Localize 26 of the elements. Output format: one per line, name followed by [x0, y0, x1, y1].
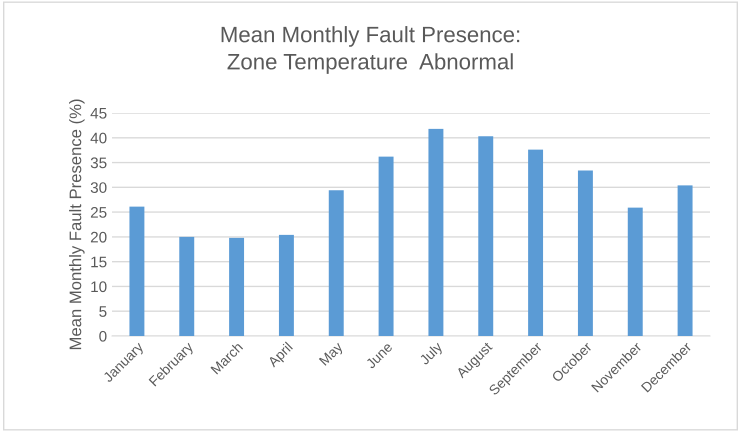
bar [328, 190, 344, 336]
bar [129, 206, 144, 336]
y-tick-label: 10 [91, 281, 107, 292]
chart-title: Mean Monthly Fault Presence: Zone Temperature Abnormal [222, 26, 520, 74]
y-tick-label: 5 [99, 306, 106, 317]
y-axis-title: Mean Monthly Fault Presence (%) [69, 100, 85, 350]
bar [428, 128, 444, 336]
x-tick-label: July [418, 340, 446, 368]
x-tick-label: May [318, 341, 346, 368]
bar [478, 136, 494, 336]
y-tick-label: 30 [90, 182, 107, 194]
y-tick-label: 40 [90, 132, 107, 144]
bar [628, 208, 643, 336]
y-tick-label: 45 [90, 108, 106, 119]
bar [278, 234, 294, 336]
bar [528, 150, 544, 336]
y-tick-label: 35 [90, 157, 106, 168]
y-tick-label: 25 [90, 206, 106, 218]
bar [229, 238, 244, 336]
y-tick-label: 20 [90, 232, 107, 243]
y-tick-label: 15 [91, 256, 106, 268]
bar [378, 156, 394, 336]
bar [179, 236, 194, 336]
bar [678, 185, 693, 336]
y-tick-label: 0 [99, 330, 107, 342]
bar [578, 170, 593, 336]
